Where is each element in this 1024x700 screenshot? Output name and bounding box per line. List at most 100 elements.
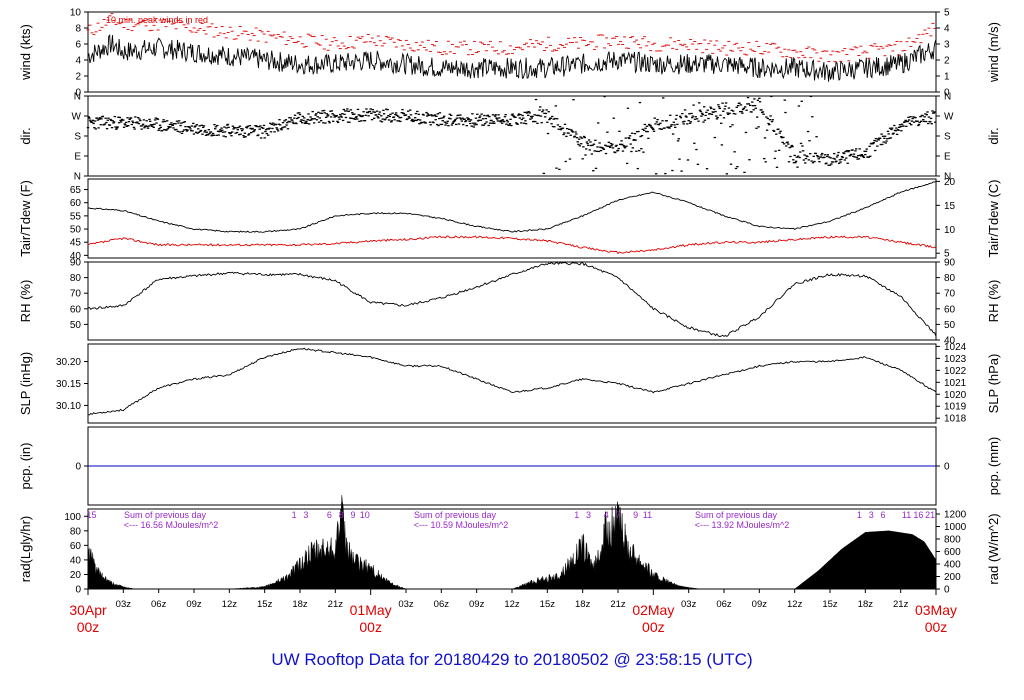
- x-tick-label: 06z: [716, 599, 732, 610]
- radiation-sum-value: <--- 13.92 MJoules/m^2: [695, 520, 790, 530]
- y-tick-label-right: 5: [944, 8, 950, 19]
- x-tick-label: 18z: [292, 599, 308, 610]
- x-tick-label: 12z: [504, 599, 520, 610]
- y-tick-label-left: W: [72, 112, 82, 123]
- panel-frame-wind: [87, 11, 937, 93]
- y-tick-label-right: 1021: [944, 378, 967, 389]
- y-tick-label-left: N: [74, 172, 81, 183]
- sunlit-hour-mark: 9: [633, 510, 638, 520]
- y-tick-label-left: 0: [75, 585, 81, 596]
- y-tick-label-left: 45: [70, 238, 82, 249]
- series-wind-direction: [86, 95, 937, 175]
- y-tick-label-right: N: [944, 172, 951, 183]
- y-tick-label-left: 8: [75, 24, 81, 35]
- x-tick-label: 15z: [257, 599, 273, 610]
- chart-title: UW Rooftop Data for 20180429 to 20180502…: [271, 650, 753, 669]
- y-tick-label-left: 10: [70, 8, 82, 19]
- y-axis-label-left: RH (%): [18, 280, 33, 323]
- panel-frame-temp: [87, 178, 937, 259]
- wind-annotation: 10 min. peak winds in red: [106, 15, 208, 25]
- x-date-label: 01May: [350, 602, 392, 618]
- x-tick-label: 12z: [787, 599, 803, 610]
- y-tick-label-right: 70: [944, 289, 956, 300]
- y-tick-label-left: 0: [75, 88, 81, 99]
- panel-frame-rh: [87, 261, 937, 341]
- y-axis-label-right: dir.: [986, 127, 1001, 144]
- y-axis-label-right: rad (W/m^2): [986, 513, 1001, 584]
- series-wind-speed: [87, 34, 937, 82]
- y-tick-label-right: 40: [944, 336, 956, 347]
- x-tick-label: 21z: [610, 599, 626, 610]
- y-tick-label-left: 50: [70, 320, 82, 331]
- y-tick-label-right: 400: [944, 560, 961, 571]
- sunlit-hour-mark: 8: [339, 510, 344, 520]
- y-tick-label-right: 5: [944, 249, 950, 260]
- x-tick-label: 12z: [222, 599, 238, 610]
- y-tick-label-left: 50: [70, 225, 82, 236]
- y-tick-label-left: 30.20: [56, 357, 81, 368]
- series-relative-humidity: [87, 261, 937, 338]
- y-tick-label-right: W: [944, 112, 954, 123]
- y-tick-label-right: 1000: [944, 522, 967, 533]
- y-axis-label-left: rad(Lgly/hr): [18, 516, 33, 582]
- x-tick-label: 03z: [116, 599, 132, 610]
- x-tick-label: 09z: [752, 599, 768, 610]
- y-tick-label-right: 600: [944, 547, 961, 558]
- y-tick-label-right: 1018: [944, 414, 967, 425]
- y-axis-label-right: wind (m/s): [986, 22, 1001, 83]
- y-tick-label-right: 0: [944, 88, 950, 99]
- y-tick-label-right: 60: [944, 304, 956, 315]
- y-axis-label-right: pcp. (mm): [986, 437, 1001, 496]
- y-tick-label-right: 4: [944, 24, 950, 35]
- sunlit-hour-mark: 1: [574, 510, 579, 520]
- y-axis-label-left: SLP (inHg): [18, 352, 33, 415]
- y-axis-label-left: pcp. (in): [18, 443, 33, 490]
- panel-frame-slp: [87, 343, 937, 424]
- x-tick-label: 18z: [858, 599, 874, 610]
- y-tick-label-right: 15: [944, 201, 956, 212]
- y-axis-label-right: Tair/Tdew (C): [986, 179, 1001, 257]
- y-tick-label-left: 80: [70, 526, 82, 537]
- sunlit-hour-mark: 6: [880, 510, 885, 520]
- y-tick-label-right: 20: [944, 177, 956, 188]
- y-tick-label-left: 2: [75, 72, 81, 83]
- y-tick-label-right: 0: [944, 585, 950, 596]
- y-tick-label-left: 100: [64, 512, 81, 523]
- y-tick-label-right: 0: [944, 462, 950, 473]
- x-date-label: 02May: [632, 602, 674, 618]
- x-tick-label: 09z: [469, 599, 485, 610]
- x-date-time: 00z: [642, 619, 665, 635]
- y-axis-label-right: SLP (hPa): [986, 354, 1001, 414]
- series-air-temperature: [87, 181, 937, 233]
- x-date-time: 00z: [359, 619, 382, 635]
- sunlit-hour-mark: 1: [857, 510, 862, 520]
- radiation-sum-label: Sum of previous day: [414, 510, 497, 520]
- series-sea-level-pressure: [87, 347, 937, 416]
- y-tick-label-left: 70: [70, 289, 82, 300]
- x-tick-label: 03z: [681, 599, 697, 610]
- y-tick-label-right: 3: [944, 40, 950, 51]
- series-peak-wind: [86, 13, 937, 63]
- y-tick-label-left: 60: [70, 304, 82, 315]
- y-axis-label-left: wind (kts): [18, 24, 33, 81]
- y-tick-label-right: 80: [944, 273, 956, 284]
- y-axis-label-right: RH (%): [986, 280, 1001, 323]
- sunlit-hour-mark: 11: [643, 510, 652, 520]
- sunlit-hour-mark: 16: [913, 510, 923, 520]
- y-axis-label-left: dir.: [18, 127, 33, 144]
- y-tick-label-right: 90: [944, 258, 956, 269]
- sunlit-hour-mark: 7: [615, 510, 620, 520]
- y-tick-label-left: 65: [70, 185, 82, 196]
- sunlit-hour-mark: 4: [604, 510, 609, 520]
- y-tick-label-right: 1022: [944, 366, 967, 377]
- y-tick-label-right: 1024: [944, 342, 967, 353]
- series-dewpoint: [87, 235, 937, 255]
- sunlit-hour-mark: 3: [303, 510, 308, 520]
- sunlit-hour-mark: 9: [350, 510, 355, 520]
- y-tick-label-left: S: [74, 132, 81, 143]
- radiation-sum-value: <--- 10.59 MJoules/m^2: [414, 520, 509, 530]
- y-tick-label-right: 2: [944, 56, 950, 67]
- y-tick-label-left: 55: [70, 211, 82, 222]
- x-tick-label: 09z: [186, 599, 202, 610]
- y-tick-label-left: 4: [75, 56, 81, 67]
